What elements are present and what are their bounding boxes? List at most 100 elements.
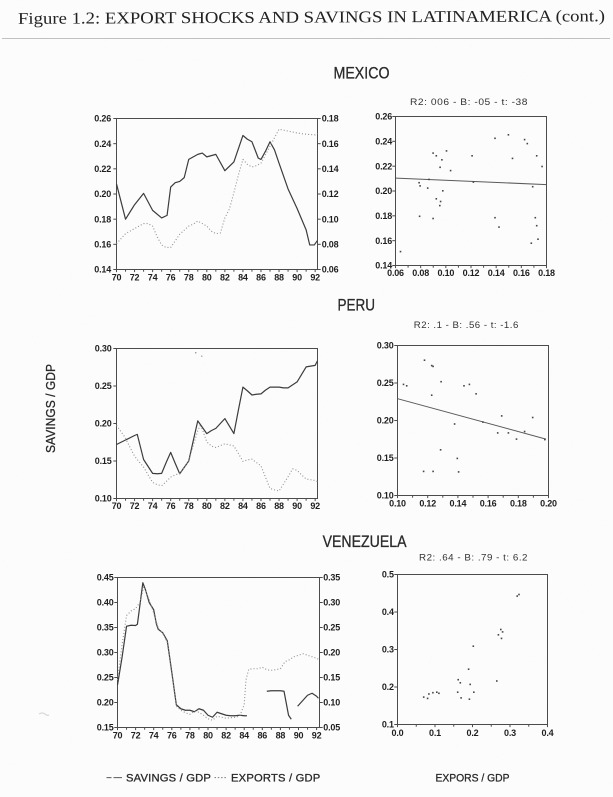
svg-text:82: 82: [221, 730, 231, 740]
svg-text:82: 82: [220, 501, 230, 511]
svg-text:76: 76: [166, 501, 176, 511]
svg-text:Figure 1.2: EXPORT SHOCKS AND: Figure 1.2: EXPORT SHOCKS AND SAVINGS IN…: [18, 6, 605, 28]
svg-text:0.20: 0.20: [377, 416, 394, 426]
svg-text:78: 78: [184, 272, 194, 282]
svg-text:0.3: 0.3: [504, 728, 516, 738]
svg-text:0.22: 0.22: [375, 161, 392, 171]
svg-text:0.14: 0.14: [322, 164, 339, 174]
svg-text:78: 78: [184, 501, 194, 511]
svg-text:0.18: 0.18: [510, 498, 527, 508]
svg-text:0.35: 0.35: [323, 573, 340, 583]
svg-text:0.10: 0.10: [389, 498, 406, 508]
svg-text:0.18: 0.18: [375, 211, 392, 221]
svg-text:0.06: 0.06: [322, 265, 339, 275]
svg-text:0.35: 0.35: [97, 623, 114, 633]
svg-text:0.10: 0.10: [323, 698, 340, 708]
svg-text:0.4: 0.4: [542, 728, 554, 738]
svg-text:84: 84: [239, 730, 249, 740]
svg-text:90: 90: [292, 272, 302, 282]
svg-text:0.26: 0.26: [94, 114, 111, 124]
svg-text:0.25: 0.25: [377, 378, 394, 388]
svg-text:SAVINGS / GDP: SAVINGS / GDP: [43, 364, 58, 453]
svg-text:0.05: 0.05: [323, 723, 340, 733]
svg-text:0.20: 0.20: [323, 648, 340, 658]
svg-text:0.16: 0.16: [322, 139, 339, 149]
svg-text:82: 82: [220, 272, 230, 282]
svg-text:86: 86: [257, 730, 267, 740]
svg-text:0.25: 0.25: [95, 381, 112, 391]
svg-text:0.14: 0.14: [94, 265, 111, 275]
svg-text:0.3: 0.3: [382, 645, 394, 655]
svg-text:0.4: 0.4: [382, 607, 394, 617]
svg-text:0.14: 0.14: [488, 268, 505, 278]
svg-text:90: 90: [292, 501, 302, 511]
svg-text:78: 78: [185, 730, 195, 740]
svg-text:R2: .1 - B: .56 - t: -1.6: R2: .1 - B: .56 - t: -1.6: [414, 320, 519, 331]
svg-text:VENEZUELA: VENEZUELA: [323, 533, 407, 551]
svg-text:0.2: 0.2: [467, 728, 479, 738]
svg-text:0.14: 0.14: [375, 261, 392, 271]
svg-text:0.18: 0.18: [94, 214, 111, 224]
svg-text:0.15: 0.15: [95, 456, 112, 466]
svg-text:0.10: 0.10: [95, 494, 112, 504]
svg-text:88: 88: [274, 272, 284, 282]
svg-text:0.06: 0.06: [387, 268, 404, 278]
svg-text:0.15: 0.15: [323, 673, 340, 683]
svg-text:0.30: 0.30: [97, 648, 114, 658]
svg-text:PERU: PERU: [337, 297, 375, 315]
svg-text:0.16: 0.16: [480, 498, 497, 508]
svg-text:MEXICO: MEXICO: [334, 64, 390, 82]
svg-text:0.15: 0.15: [377, 453, 394, 463]
svg-text:0.30: 0.30: [377, 341, 394, 351]
svg-text:70: 70: [113, 730, 123, 740]
svg-text:86: 86: [256, 272, 266, 282]
svg-text:92: 92: [312, 730, 322, 740]
svg-text:0.22: 0.22: [94, 164, 111, 174]
svg-text:0.1: 0.1: [429, 728, 441, 738]
svg-text:0.16: 0.16: [513, 268, 530, 278]
svg-text:0.40: 0.40: [97, 598, 114, 608]
svg-text:0.08: 0.08: [322, 240, 339, 250]
svg-text:0.10: 0.10: [437, 268, 454, 278]
svg-text:0.12: 0.12: [463, 268, 480, 278]
svg-text:0.45: 0.45: [97, 573, 114, 583]
svg-text:74: 74: [148, 501, 158, 511]
svg-text:0.12: 0.12: [419, 498, 436, 508]
svg-text:90: 90: [294, 730, 304, 740]
svg-text:72: 72: [130, 501, 140, 511]
svg-text:0.20: 0.20: [540, 498, 557, 508]
svg-text:R2: 006 - B: -05 - t: -38: R2: 006 - B: -05 - t: -38: [410, 97, 528, 108]
svg-text:80: 80: [202, 501, 212, 511]
svg-text:0.16: 0.16: [94, 240, 111, 250]
svg-text:SAVINGS / GDP: SAVINGS / GDP: [126, 773, 211, 785]
svg-text:EXPORTS / GDP: EXPORTS / GDP: [231, 773, 320, 785]
svg-text:0.20: 0.20: [97, 698, 114, 708]
svg-text:72: 72: [130, 272, 140, 282]
svg-text:0.20: 0.20: [94, 189, 111, 199]
svg-text:0.08: 0.08: [412, 268, 429, 278]
svg-text:0.25: 0.25: [323, 623, 340, 633]
svg-text:0.14: 0.14: [450, 498, 467, 508]
svg-text:84: 84: [238, 272, 248, 282]
svg-text:80: 80: [202, 272, 212, 282]
svg-text:76: 76: [166, 272, 176, 282]
svg-text:0.16: 0.16: [375, 236, 392, 246]
svg-text:EXPORS / GDP: EXPORS / GDP: [436, 773, 510, 785]
svg-text:84: 84: [238, 501, 248, 511]
svg-text:0.10: 0.10: [322, 214, 339, 224]
svg-text:92: 92: [310, 501, 320, 511]
svg-text:72: 72: [131, 730, 141, 740]
svg-text:86: 86: [256, 501, 266, 511]
svg-text:0.26: 0.26: [375, 112, 392, 122]
svg-text:0.5: 0.5: [382, 570, 394, 580]
svg-text:0.20: 0.20: [95, 419, 112, 429]
svg-text:0.20: 0.20: [375, 186, 392, 196]
svg-text:88: 88: [276, 730, 286, 740]
svg-text:70: 70: [112, 272, 122, 282]
svg-text:74: 74: [149, 730, 159, 740]
svg-text:0.24: 0.24: [375, 137, 392, 147]
svg-text:0.30: 0.30: [95, 344, 112, 354]
svg-text:0.12: 0.12: [322, 189, 339, 199]
svg-text:92: 92: [310, 272, 320, 282]
svg-text:0.2: 0.2: [382, 682, 394, 692]
